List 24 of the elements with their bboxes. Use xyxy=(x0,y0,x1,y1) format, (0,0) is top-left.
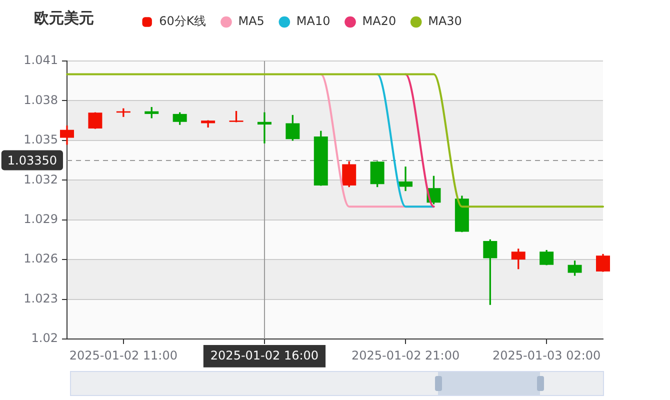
y-tick-label: 1.038 xyxy=(24,92,58,107)
legend-label: MA20 xyxy=(362,14,396,28)
x-tick-label: 2025-01-02 11:00 xyxy=(69,348,178,362)
y-tick-label: 1.023 xyxy=(24,291,58,306)
candlestick xyxy=(568,260,582,276)
legend-label: 60分K线 xyxy=(159,14,206,28)
candlestick xyxy=(172,112,187,125)
x-tick-label: 2025-01-02 21:00 xyxy=(351,348,460,362)
x-tick-label: 2025-01-03 02:00 xyxy=(492,348,601,362)
y-tick-label: 1.035 xyxy=(24,132,58,147)
y-tick-label: 1.029 xyxy=(24,212,58,226)
legend-label: MA5 xyxy=(238,14,264,28)
legend-label: MA10 xyxy=(296,14,330,28)
y-tick-label: 1.041 xyxy=(24,53,58,68)
candlestick xyxy=(88,112,102,129)
candlestick xyxy=(286,114,300,141)
y-tick-label: 1.02 xyxy=(31,331,58,346)
legend-label: MA30 xyxy=(428,14,462,28)
ref-line-label: 1.03350 xyxy=(7,153,57,168)
candlestick xyxy=(511,248,526,270)
y-tick-label: 1.026 xyxy=(24,252,58,266)
y-tick-label: 1.032 xyxy=(24,172,58,186)
x-tick-label: 2025-01-02 16:00 xyxy=(210,348,319,362)
chart-title: 欧元美元 xyxy=(34,8,94,28)
